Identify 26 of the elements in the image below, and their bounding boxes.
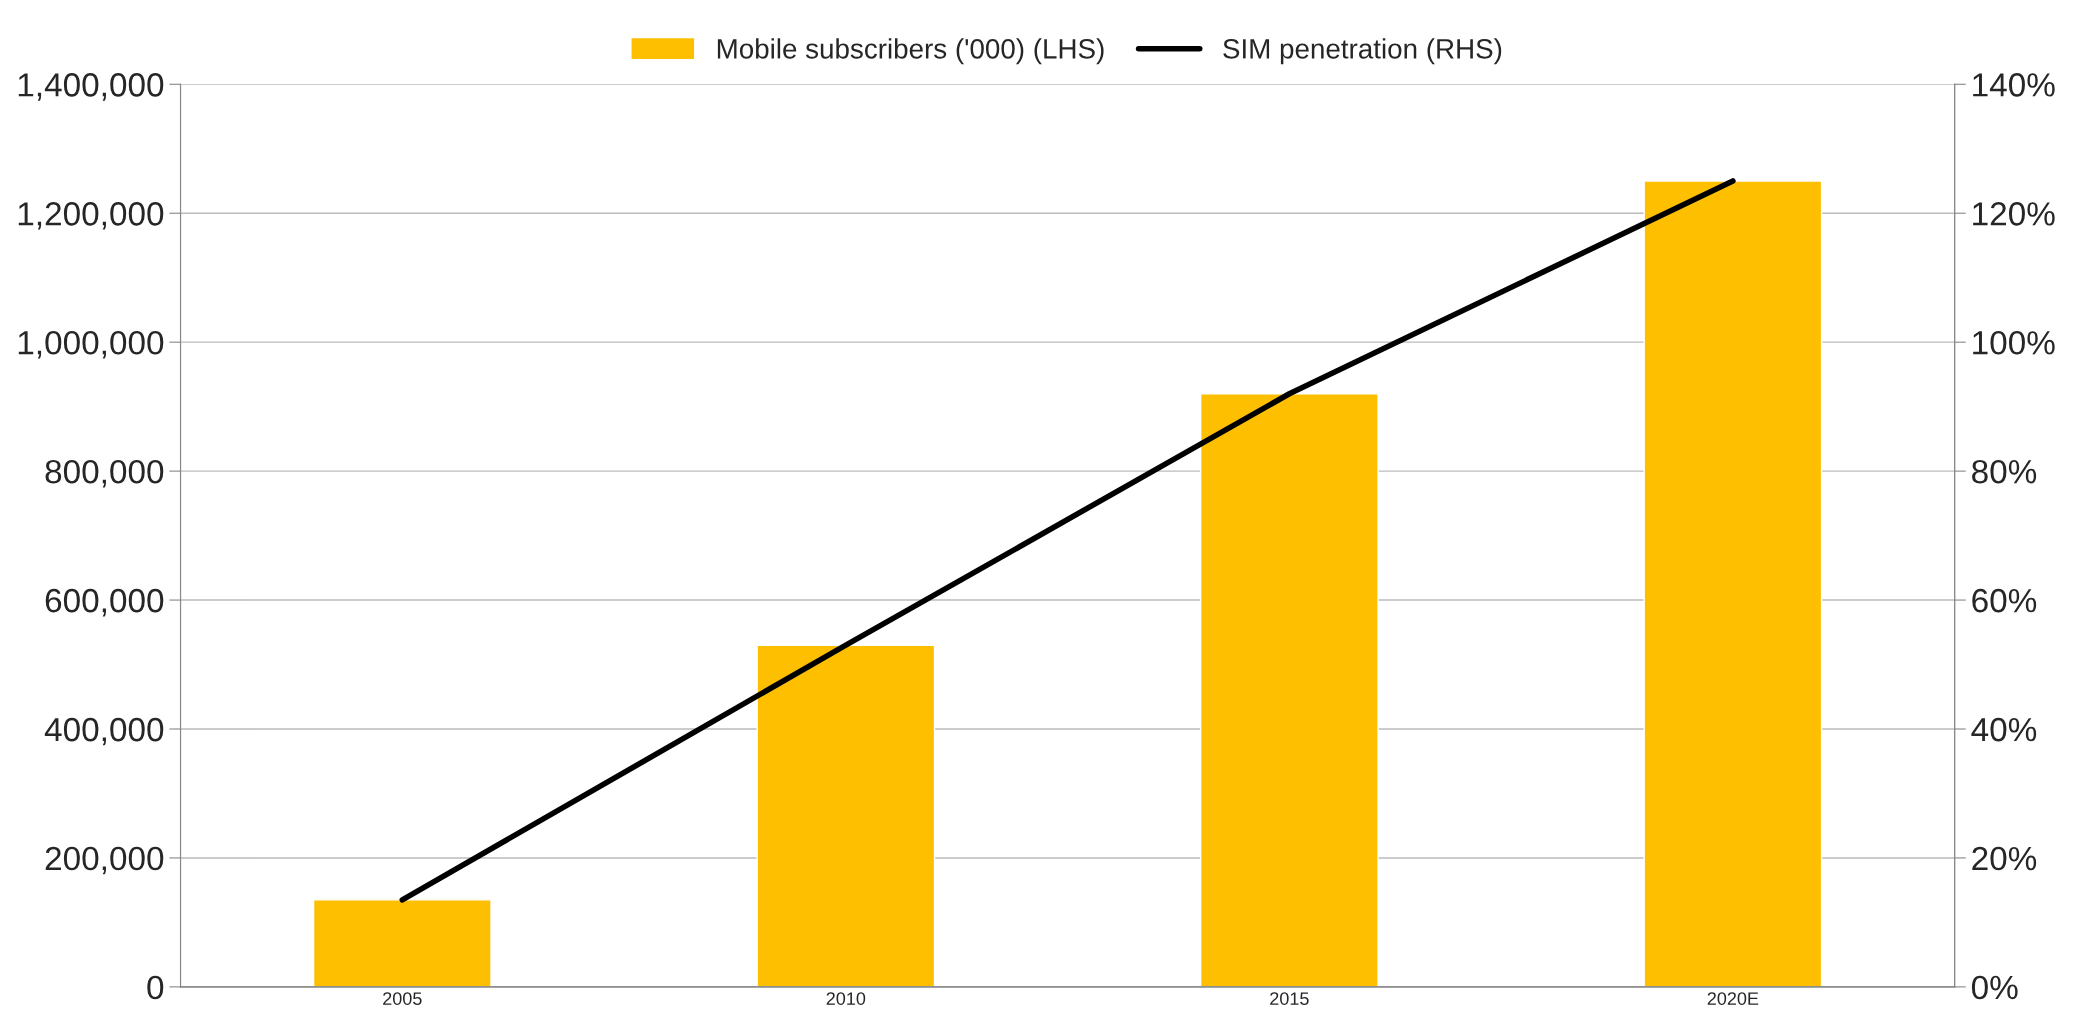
- y-tick-label: 1,400,000: [18, 73, 164, 101]
- y2-tick-label: 80%: [1972, 459, 2037, 484]
- x-tick-label: 2010: [826, 992, 866, 1005]
- legend-label: SIM penetration (RHS): [1223, 38, 1502, 65]
- y2-tick-label: 120%: [1973, 202, 2055, 226]
- y2-tick-label: 40%: [1971, 717, 2037, 742]
- x-tick-label: 2005: [383, 992, 422, 1005]
- y-tick-label: 800,000: [45, 459, 164, 488]
- x-tick-label: 2015: [1270, 992, 1309, 1005]
- bar: [756, 644, 936, 987]
- y-tick-label: 600,000: [45, 588, 164, 617]
- y-tick-label: 1,200,000: [18, 202, 164, 230]
- y2-tick-label: 140%: [1973, 73, 2055, 97]
- x-tick-label: 2020E: [1707, 992, 1759, 1005]
- y-tick-label: 200,000: [45, 846, 164, 875]
- y2-tick-label: 60%: [1972, 588, 2037, 613]
- y-tick-label: 0: [147, 975, 164, 1000]
- y2-tick-label: 100%: [1973, 330, 2055, 355]
- y2-tick-label: 0%: [1971, 975, 2018, 1000]
- y2-tick-label: 20%: [1972, 846, 2037, 871]
- bar: [312, 899, 492, 987]
- y-tick-label: 400,000: [44, 717, 164, 746]
- bar: [1199, 393, 1379, 987]
- y-tick-label: 1,000,000: [18, 330, 164, 359]
- bar: [1643, 180, 1823, 987]
- legend-label: Mobile subscribers ('000) (LHS): [717, 38, 1104, 65]
